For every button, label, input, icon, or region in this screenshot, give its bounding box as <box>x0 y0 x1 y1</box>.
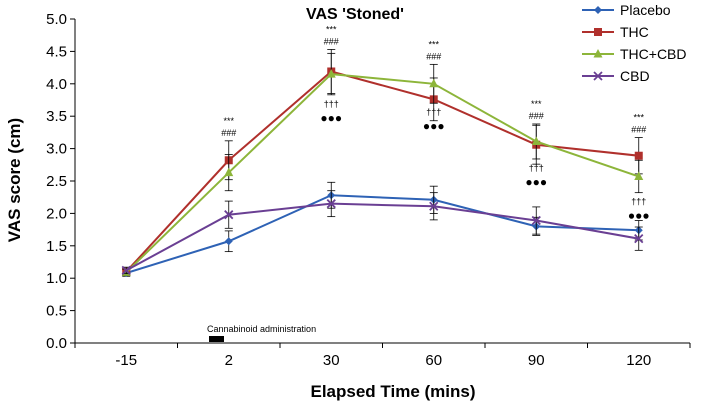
annotation-asterisks: *** <box>531 99 542 109</box>
annotation-daggers: ††† <box>426 107 441 117</box>
data-point-thc-cbd <box>429 78 439 88</box>
x-axis-title: Elapsed Time (mins) <box>310 382 475 401</box>
legend-item-cbd: CBD <box>582 68 650 84</box>
x-tick-label: 90 <box>528 352 545 369</box>
data-point-thc-cbd <box>634 171 644 180</box>
annotation-daggers: ††† <box>324 99 339 109</box>
y-tick-label: 0.0 <box>46 335 67 352</box>
data-point-thc-cbd <box>531 136 541 145</box>
annotation-dots: ●●● <box>628 209 650 223</box>
legend-label-cbd: CBD <box>620 68 650 84</box>
legend-marker-thc-cbd <box>593 49 603 58</box>
annotation-dots: ●●● <box>423 119 445 133</box>
annotation-asterisks: *** <box>428 39 439 49</box>
series-thc <box>122 49 643 276</box>
legend-label-placebo: Placebo <box>620 2 671 18</box>
administration-label: Cannabinoid administration <box>207 324 316 334</box>
annotation-dots: ●●● <box>320 111 342 125</box>
y-tick-label: 4.5 <box>46 43 67 60</box>
legend: Placebo THC THC+CBD CBD <box>582 2 687 84</box>
data-point-cbd <box>326 199 336 209</box>
annotation-hashes: ### <box>324 36 339 46</box>
series-layer <box>121 49 644 278</box>
legend-label-thc-cbd: THC+CBD <box>620 46 687 62</box>
y-tick-label: 5.0 <box>46 11 67 28</box>
legend-item-thc-cbd: THC+CBD <box>582 46 687 62</box>
series-line-thc <box>125 70 639 273</box>
annotation-asterisks: *** <box>633 113 644 123</box>
annotation-asterisks: *** <box>326 24 337 34</box>
y-axis-title: VAS score (cm) <box>5 118 24 242</box>
data-point-cbd <box>634 234 644 244</box>
data-point-cbd <box>429 201 439 211</box>
annotation-hashes: ### <box>221 128 236 138</box>
y-tick-label: 1.5 <box>46 238 67 255</box>
series-cbd <box>121 190 644 276</box>
y-tick-label: 1.0 <box>46 270 67 287</box>
y-tick-label: 4.0 <box>46 76 67 93</box>
annotation-hashes: ### <box>529 111 544 121</box>
series-line-cbd <box>125 202 639 272</box>
data-point-placebo <box>224 237 233 246</box>
legend-marker-thc <box>594 28 602 36</box>
data-point-cbd <box>224 210 234 220</box>
legend-item-placebo: Placebo <box>582 2 671 18</box>
y-tick-label: 0.5 <box>46 303 67 320</box>
x-tick-label: -15 <box>115 352 137 369</box>
y-tick-label: 3.5 <box>46 108 67 125</box>
series-placebo <box>122 181 643 278</box>
series-line-placebo <box>125 194 639 274</box>
annotation-daggers: ††† <box>631 197 646 207</box>
legend-marker-cbd <box>593 71 603 81</box>
data-point-thc-cbd <box>326 69 336 78</box>
administration-marker <box>209 336 224 342</box>
x-tick-label: 60 <box>425 352 442 369</box>
data-point-thc <box>634 151 643 160</box>
y-tick-label: 2.0 <box>46 205 67 222</box>
axes: 0.0 0.5 1.0 1.5 2.0 2.5 3.0 3.5 4.0 4.5 5.0 -15 2 30 6… <box>46 11 691 369</box>
data-point-cbd <box>121 265 131 276</box>
data-point-cbd <box>531 215 541 226</box>
y-tick-label: 3.0 <box>46 141 67 158</box>
significance-annotations: *** ### *** ### *** ### *** ### *** ### ††† ●●● ††† ●… <box>221 24 649 222</box>
x-tick-label: 120 <box>626 352 651 369</box>
annotation-hashes: ### <box>631 125 646 135</box>
annotation-hashes: ### <box>426 51 441 61</box>
series-line-thc-cbd <box>125 73 640 274</box>
series-thc-cbd <box>121 52 644 277</box>
legend-marker-placebo <box>594 6 602 14</box>
x-tick-label: 30 <box>323 352 340 369</box>
annotation-asterisks: *** <box>223 116 234 126</box>
annotation-daggers: ††† <box>529 163 544 173</box>
y-tick-label: 2.5 <box>46 173 67 190</box>
data-point-thc-cbd <box>224 167 234 177</box>
annotation-dots: ●●● <box>525 175 547 189</box>
legend-label-thc: THC <box>620 24 649 40</box>
legend-item-thc: THC <box>582 24 649 40</box>
chart-title: VAS 'Stoned' <box>306 6 404 23</box>
x-tick-label: 2 <box>225 352 233 369</box>
